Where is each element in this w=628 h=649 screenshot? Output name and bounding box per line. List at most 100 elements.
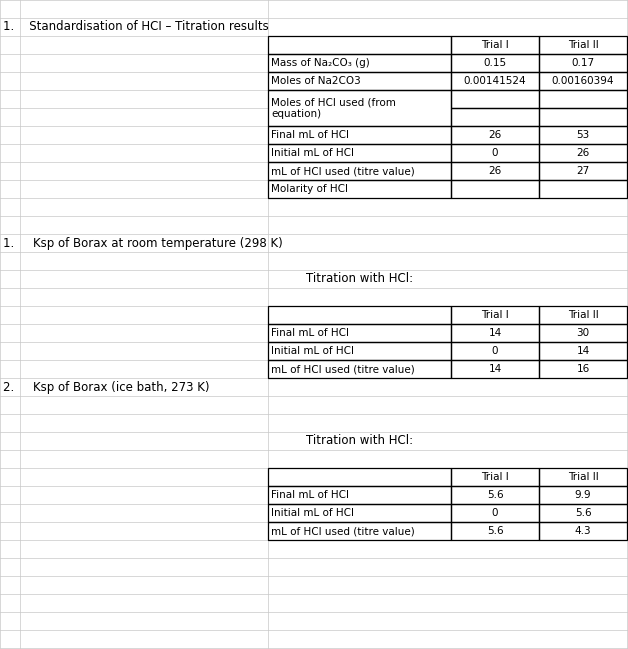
Bar [539,522,627,540]
Bar [451,468,539,486]
Text: 0.17: 0.17 [571,58,595,68]
Text: Moles of HCl used (from
equation): Moles of HCl used (from equation) [271,97,396,119]
Bar [268,468,451,486]
Bar [451,306,539,324]
Bar [268,486,451,504]
Bar [268,522,451,540]
Bar [451,360,539,378]
Bar [451,72,539,90]
Bar [451,144,539,162]
Bar [539,324,627,342]
Bar [268,90,451,126]
Bar [539,108,627,126]
Text: Titration with HCl:: Titration with HCl: [306,434,413,448]
Bar [451,144,539,162]
Text: 14: 14 [577,346,590,356]
Bar [539,162,627,180]
Text: 4.3: 4.3 [575,526,592,536]
Bar [451,36,539,54]
Bar [451,486,539,504]
Bar [451,522,539,540]
Bar [451,324,539,342]
Bar [451,360,539,378]
Bar [539,360,627,378]
Bar [268,126,451,144]
Bar [451,72,539,90]
Bar [451,54,539,72]
Text: 26: 26 [489,166,502,176]
Text: Trial I: Trial I [481,472,509,482]
Bar [268,342,451,360]
Bar [451,324,539,342]
Bar [539,72,627,90]
Bar [451,90,539,108]
Bar [268,72,451,90]
Text: 1.     Ksp of Borax at room temperature (298 K): 1. Ksp of Borax at room temperature (298… [3,236,283,249]
Text: 9.9: 9.9 [575,490,592,500]
Text: Final mL of HCl: Final mL of HCl [271,130,349,140]
Bar [268,486,451,504]
Bar [539,36,627,54]
Text: 26: 26 [489,130,502,140]
Bar [451,162,539,180]
Bar [539,468,627,486]
Bar [268,324,451,342]
Bar [268,36,451,54]
Bar [451,126,539,144]
Bar [451,126,539,144]
Text: Trial II: Trial II [568,40,598,50]
Bar [539,126,627,144]
Bar [451,90,539,108]
Text: Final mL of HCl: Final mL of HCl [271,490,349,500]
Text: 30: 30 [577,328,590,338]
Bar [539,72,627,90]
Text: 0: 0 [492,346,498,356]
Bar [268,342,451,360]
Bar [268,306,451,324]
Bar [451,468,539,486]
Bar [539,486,627,504]
Bar [451,36,539,54]
Text: Initial mL of HCl: Initial mL of HCl [271,148,354,158]
Text: Molarity of HCl: Molarity of HCl [271,184,348,194]
Bar [268,54,451,72]
Text: mL of HCl used (titre value): mL of HCl used (titre value) [271,364,414,374]
Bar [539,162,627,180]
Text: Trial I: Trial I [481,40,509,50]
Bar [268,144,451,162]
Bar [268,144,451,162]
Bar [268,468,451,486]
Text: 5.6: 5.6 [575,508,592,518]
Bar [539,90,627,108]
Bar [539,504,627,522]
Text: Trial I: Trial I [481,310,509,320]
Bar [539,54,627,72]
Bar [451,108,539,126]
Text: 5.6: 5.6 [487,490,503,500]
Bar [268,54,451,72]
Bar [451,108,539,126]
Bar [539,144,627,162]
Text: 0: 0 [492,508,498,518]
Bar [268,90,451,126]
Bar [451,522,539,540]
Bar [539,324,627,342]
Bar [539,306,627,324]
Text: Final mL of HCl: Final mL of HCl [271,328,349,338]
Bar [539,180,627,198]
Text: 53: 53 [577,130,590,140]
Bar [539,306,627,324]
Text: 0.15: 0.15 [484,58,507,68]
Bar [268,126,451,144]
Bar [451,504,539,522]
Bar [539,126,627,144]
Bar [451,180,539,198]
Bar [268,36,451,54]
Bar [451,342,539,360]
Bar [451,342,539,360]
Bar [268,522,451,540]
Text: 27: 27 [577,166,590,176]
Bar [539,342,627,360]
Text: mL of HCl used (titre value): mL of HCl used (titre value) [271,166,414,176]
Text: 0.00141524: 0.00141524 [463,76,526,86]
